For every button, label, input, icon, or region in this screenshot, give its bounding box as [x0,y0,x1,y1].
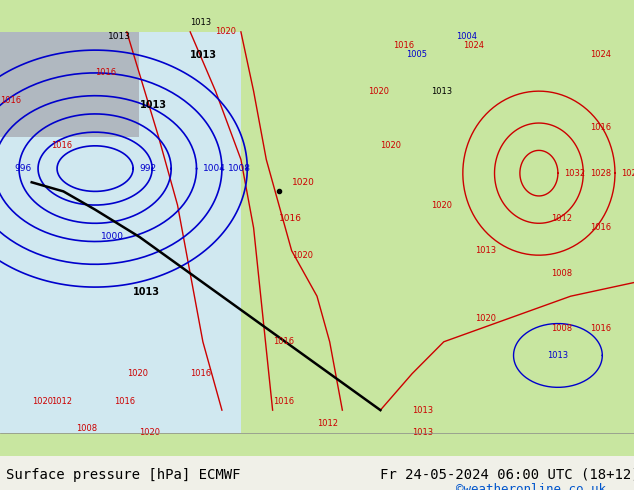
Text: 1016: 1016 [190,369,211,378]
Text: 1024: 1024 [463,41,484,50]
Text: 996: 996 [15,164,32,173]
Text: 1013: 1013 [108,32,131,41]
Text: 1008: 1008 [76,424,97,433]
Text: 1020: 1020 [431,200,452,210]
Text: 1024: 1024 [621,169,634,178]
Text: 1013: 1013 [190,49,217,60]
Text: 1024: 1024 [590,50,611,59]
Text: 1008: 1008 [228,164,251,173]
Text: 1028: 1028 [590,169,611,178]
Text: 1016: 1016 [95,69,116,77]
Text: 1008: 1008 [552,269,573,278]
Text: 1008: 1008 [552,323,573,333]
Text: 1013: 1013 [431,87,452,96]
Text: Fr 24-05-2024 06:00 UTC (18+12): Fr 24-05-2024 06:00 UTC (18+12) [380,468,634,482]
Text: 1013: 1013 [139,100,167,110]
Text: 1016: 1016 [114,396,135,406]
Text: 1004: 1004 [203,164,226,173]
Text: ©weatheronline.co.uk: ©weatheronline.co.uk [456,483,607,490]
Text: 1016: 1016 [590,223,611,232]
Text: 1016: 1016 [0,96,21,105]
Text: 1012: 1012 [317,419,338,428]
Text: 1016: 1016 [590,123,611,132]
Text: 1016: 1016 [279,214,302,223]
Text: 1000: 1000 [101,232,124,242]
Text: 1004: 1004 [456,32,477,41]
Text: 1020: 1020 [380,141,401,150]
Text: 1020: 1020 [292,251,313,260]
Text: 1016: 1016 [273,337,294,346]
Text: 1013: 1013 [547,351,569,360]
Text: 1016: 1016 [51,141,72,150]
Text: 1020: 1020 [476,315,496,323]
Text: 1016: 1016 [590,323,611,333]
Text: 1013: 1013 [190,18,211,27]
Text: 992: 992 [139,164,157,173]
Text: 1020: 1020 [292,178,314,187]
FancyBboxPatch shape [0,32,349,433]
Text: 1012: 1012 [51,396,72,406]
Text: 1013: 1013 [133,287,160,296]
Text: Surface pressure [hPa] ECMWF: Surface pressure [hPa] ECMWF [6,468,241,482]
FancyBboxPatch shape [241,32,634,433]
Text: 1012: 1012 [552,214,573,223]
Text: 1020: 1020 [127,369,148,378]
Text: 1005: 1005 [406,50,427,59]
FancyBboxPatch shape [0,32,139,137]
Text: 1013: 1013 [412,406,433,415]
Text: 1013: 1013 [476,246,496,255]
Text: 1016: 1016 [393,41,414,50]
Text: 1016: 1016 [273,396,294,406]
Text: 1020: 1020 [216,27,236,36]
Text: 1020: 1020 [139,428,160,438]
Text: 1020: 1020 [32,396,53,406]
Text: 1013: 1013 [412,428,433,438]
Text: 1032: 1032 [564,169,585,178]
Text: 1020: 1020 [368,87,389,96]
